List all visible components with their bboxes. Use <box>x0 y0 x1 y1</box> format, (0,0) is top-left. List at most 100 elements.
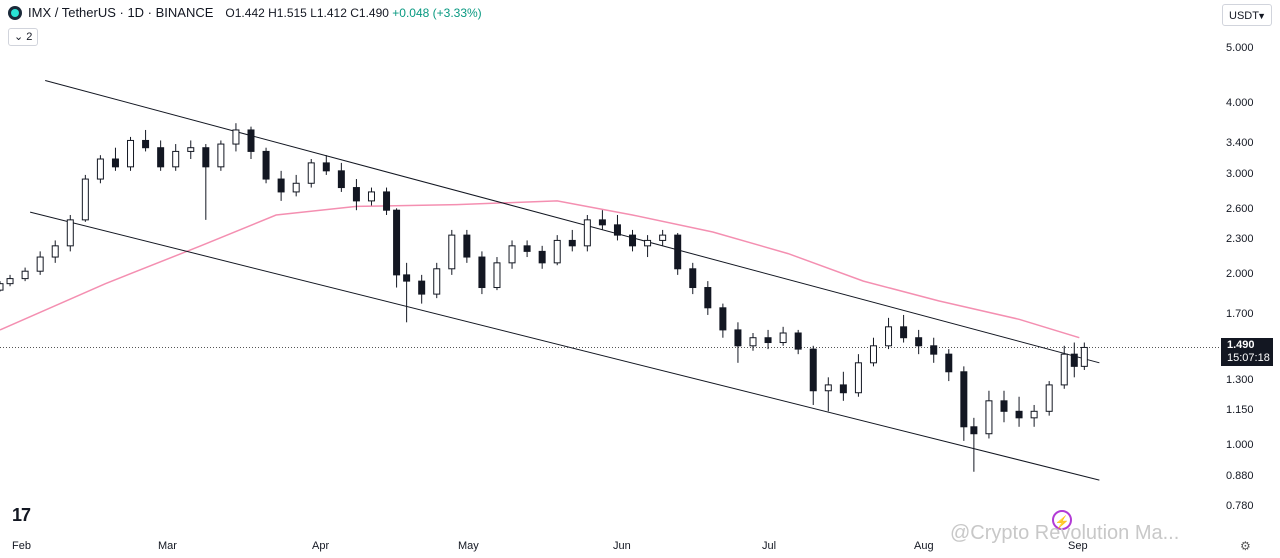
candle <box>111 147 119 171</box>
candle <box>1030 404 1038 427</box>
candle-body <box>322 162 330 172</box>
candle-body <box>704 287 712 309</box>
candle <box>448 229 456 275</box>
candle <box>383 187 391 215</box>
candle <box>704 281 712 315</box>
candle-body <box>945 353 953 373</box>
candle-body <box>839 384 847 394</box>
candle <box>1070 342 1078 378</box>
symbol-title[interactable]: IMX / TetherUS · 1D · BINANCE <box>28 5 214 20</box>
currency-select[interactable]: USDT ▼ <box>1222 4 1272 26</box>
settings-icon[interactable]: ⚙ <box>1240 539 1251 553</box>
candle <box>930 337 938 363</box>
channel-upper-line <box>45 80 1100 364</box>
moving-average-layer <box>0 200 1080 339</box>
candle <box>96 155 104 184</box>
candle-body <box>869 345 877 364</box>
candle-body <box>187 147 195 152</box>
y-tick-label: 5.000 <box>1226 41 1254 54</box>
candle-body <box>734 329 742 347</box>
candle-body <box>337 170 345 189</box>
candle-body <box>247 129 255 152</box>
candle <box>734 322 742 363</box>
candle <box>232 123 240 152</box>
candle-body <box>930 345 938 355</box>
candle <box>433 262 441 299</box>
x-tick-label: Feb <box>12 540 31 552</box>
candle <box>81 174 89 222</box>
candle-body <box>403 274 411 282</box>
candle <box>644 235 652 258</box>
candle <box>142 129 150 152</box>
change-value: +0.048 (+3.33%) <box>392 5 482 20</box>
channel-layer <box>29 80 1100 481</box>
y-tick-label: 3.400 <box>1226 137 1254 150</box>
x-tick-label: May <box>458 540 479 552</box>
high-value: H1.515 <box>268 5 307 20</box>
candle-body <box>418 280 426 295</box>
moving-average-line <box>0 200 1080 339</box>
candle <box>322 155 330 175</box>
candle-body <box>21 270 29 280</box>
candle <box>262 147 270 184</box>
price-tag-countdown: 15:07:18 <box>1227 352 1270 364</box>
candle-body <box>568 239 576 247</box>
candle <box>127 136 135 171</box>
candle <box>854 354 862 397</box>
y-tick-label: 0.780 <box>1226 500 1254 513</box>
candle-body <box>232 129 240 145</box>
candle <box>187 140 195 160</box>
candle-body <box>493 262 501 289</box>
candle-body <box>51 245 59 258</box>
indicators-collapse-button[interactable]: ⌄ 2 <box>8 28 39 46</box>
candle-body <box>854 362 862 394</box>
x-tick-label: Sep <box>1068 540 1088 552</box>
candle <box>538 245 546 269</box>
candle-body <box>809 348 817 392</box>
lightning-icon[interactable]: ⚡ <box>1052 510 1072 530</box>
candle-body <box>383 191 391 211</box>
candle-body <box>433 268 441 295</box>
y-tick-label: 1.000 <box>1226 438 1254 451</box>
candle <box>568 229 576 252</box>
candle <box>885 317 893 350</box>
candle-body <box>1045 384 1053 412</box>
candle <box>403 262 411 323</box>
y-tick-label: 1.300 <box>1226 374 1254 387</box>
candle-body <box>81 178 89 221</box>
candle-body <box>508 245 516 264</box>
x-tick-label: Apr <box>312 540 330 552</box>
candle-body <box>36 256 44 272</box>
candle <box>418 274 426 304</box>
candle <box>613 214 621 241</box>
indicator-count: 2 <box>26 31 33 43</box>
x-tick-label: Jun <box>613 540 631 552</box>
candle-body <box>367 191 375 202</box>
currency-value: USDT <box>1229 10 1259 22</box>
candle-body <box>659 234 667 241</box>
candle-body <box>915 337 923 347</box>
candle <box>352 179 360 211</box>
candle-body <box>900 326 908 339</box>
candle <box>1000 390 1008 423</box>
candle-body <box>292 182 300 193</box>
candle <box>659 229 667 246</box>
candle <box>970 417 978 472</box>
candle <box>915 329 923 355</box>
candle-body <box>0 283 4 291</box>
candle-body <box>111 158 119 168</box>
candle <box>824 377 832 412</box>
candle-body <box>794 332 802 350</box>
candle-body <box>217 143 225 168</box>
y-tick-label: 4.000 <box>1226 96 1254 109</box>
candle <box>598 210 606 230</box>
candle-body <box>463 234 471 258</box>
candle <box>764 329 772 350</box>
candle-body <box>6 278 14 285</box>
y-tick-label: 3.000 <box>1226 167 1254 180</box>
candle <box>493 257 501 291</box>
candle <box>1060 345 1068 389</box>
tradingview-logo-icon[interactable]: 17 <box>12 505 31 525</box>
chevron-down-icon: ⌄ <box>14 31 24 43</box>
